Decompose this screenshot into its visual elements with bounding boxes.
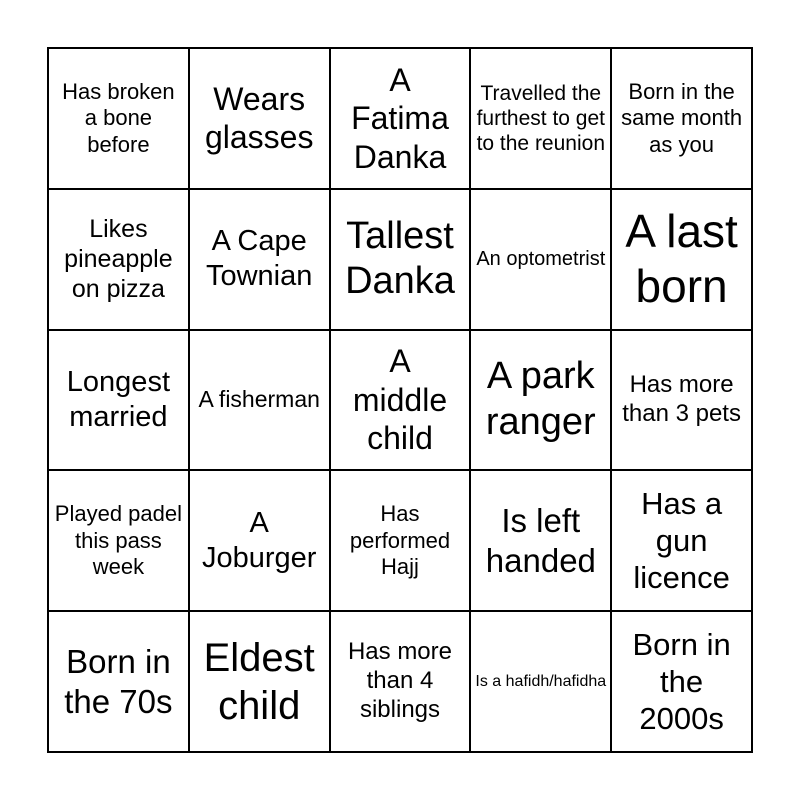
bingo-cell-text: Tallest Danka	[345, 214, 455, 303]
bingo-cell-text: A Cape Townian	[205, 225, 313, 293]
bingo-cell[interactable]: Travelled the furthest to get to the reu…	[470, 48, 612, 189]
bingo-cell-text: A Joburger	[201, 506, 317, 574]
bingo-cell[interactable]: Born in the 2000s	[611, 611, 752, 752]
bingo-cell-text: Has more than 3 pets	[622, 371, 741, 427]
bingo-cell-text: Travelled the furthest to get to the reu…	[476, 81, 605, 155]
bingo-cell[interactable]: Played padel this pass week	[48, 470, 189, 612]
bingo-cell-text: A fisherman	[198, 386, 320, 413]
bingo-cell-text: Born in the 70s	[64, 643, 173, 720]
bingo-cell-text: Played padel this pass week	[54, 501, 182, 579]
bingo-cell-text: Eldest child	[203, 635, 315, 728]
bingo-cell-text: Has broken a bone before	[62, 78, 175, 157]
bingo-cell-text: A park ranger	[485, 355, 596, 443]
bingo-cell[interactable]: A last born	[611, 188, 752, 330]
bingo-cell[interactable]: Born in the 70s	[48, 611, 189, 752]
bingo-cell-text: Born in the same month as you	[621, 78, 743, 157]
bingo-cell-text: A Fatima Danka	[351, 61, 449, 175]
bingo-cell[interactable]: A Joburger	[188, 470, 330, 612]
bingo-cell[interactable]: A fisherman	[188, 329, 330, 471]
bingo-cell[interactable]: Is left handed	[470, 470, 612, 612]
bingo-cell[interactable]: Wears glasses	[188, 48, 330, 189]
bingo-cell-text: Longest married	[66, 366, 170, 433]
bingo-cell-text: A middle child	[352, 343, 448, 457]
bingo-cell[interactable]: Born in the same month as you	[611, 48, 752, 189]
bingo-cell[interactable]: A park ranger	[470, 329, 612, 471]
bingo-cell[interactable]: Has more than 3 pets	[611, 329, 752, 471]
bingo-cell[interactable]: An optometrist	[470, 188, 612, 330]
bingo-cell[interactable]: Has more than 4 siblings	[329, 611, 471, 752]
bingo-cell[interactable]: Eldest child	[188, 611, 330, 752]
bingo-cell-text: Has a gun licence	[633, 486, 730, 596]
bingo-cell[interactable]: Has broken a bone before	[48, 48, 189, 189]
bingo-cell-text: A last born	[625, 205, 738, 313]
bingo-cell-text: Has performed Hajj	[349, 501, 451, 579]
bingo-cell-text: Has more than 4 siblings	[347, 638, 452, 723]
bingo-cell[interactable]: Has performed Hajj	[329, 470, 471, 612]
bingo-cell[interactable]: Longest married	[48, 329, 189, 471]
bingo-cell[interactable]: A Fatima Danka	[329, 48, 471, 189]
bingo-cell-text: Wears glasses	[204, 81, 314, 156]
bingo-cell[interactable]: Likes pineapple on pizza	[48, 188, 189, 330]
bingo-cell[interactable]: Has a gun licence	[611, 470, 752, 612]
bingo-cell-text: Is left handed	[485, 502, 596, 579]
bingo-cell[interactable]: Tallest Danka	[329, 188, 471, 330]
bingo-cell-text: An optometrist	[476, 248, 606, 271]
bingo-cell[interactable]: A middle child	[329, 329, 471, 471]
bingo-cell-text: Born in the 2000s	[632, 626, 731, 737]
bingo-cell[interactable]: A Cape Townian	[188, 188, 330, 330]
bingo-cell-text: Is a hafidh/hafidha	[475, 673, 607, 690]
bingo-cell-text: Likes pineapple on pizza	[64, 215, 173, 304]
bingo-card: Has broken a bone before Wears glasses A F…	[47, 47, 753, 753]
bingo-cell[interactable]: Is a hafidh/hafidha	[470, 611, 612, 752]
